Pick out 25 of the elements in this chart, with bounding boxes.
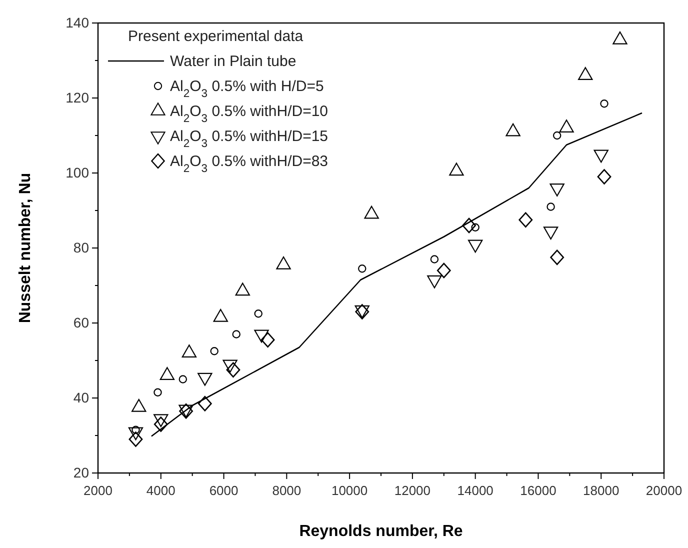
x-tick-label: 6000: [209, 483, 238, 498]
legend-title: Present experimental data: [128, 28, 304, 45]
y-tick-label: 140: [66, 14, 90, 30]
x-tick-label: 18000: [583, 483, 620, 498]
y-tick-label: 40: [73, 389, 90, 406]
x-tick-label: 12000: [394, 483, 431, 498]
y-tick-label: 100: [66, 164, 90, 180]
x-tick-label: 8000: [272, 483, 302, 498]
x-tick-label: 16000: [520, 483, 556, 498]
x-tick-label: 20000: [646, 483, 682, 498]
x-tick-label: 4000: [146, 483, 176, 498]
legend-label: Al$_{2}$O$_{3}$ 0.5% withH/D=15: [170, 128, 328, 150]
y-tick-label: 20: [73, 464, 90, 480]
y-tick-label: 60: [73, 314, 90, 330]
x-tick-label: 14000: [457, 483, 494, 498]
y-axis-title: Nusselt number, Nu: [17, 172, 34, 324]
x-tick-label: 10000: [331, 483, 368, 498]
x-axis-title: Reynolds number, Re: [299, 523, 463, 540]
legend-label: Al$_{2}$O$_{3}$ 0.5% withH/D=83: [170, 153, 328, 175]
legend-label: Al$_{2}$O$_{3}$ 0.5% with H/D=5: [170, 78, 324, 100]
y-tick-label: 80: [73, 239, 90, 256]
y-tick-label: 120: [66, 89, 90, 106]
legend-label: Al$_{2}$O$_{3}$ 0.5% withH/D=10: [170, 103, 328, 125]
x-tick-label: 2000: [84, 483, 112, 498]
legend-label: Water in Plain tube: [170, 53, 296, 70]
